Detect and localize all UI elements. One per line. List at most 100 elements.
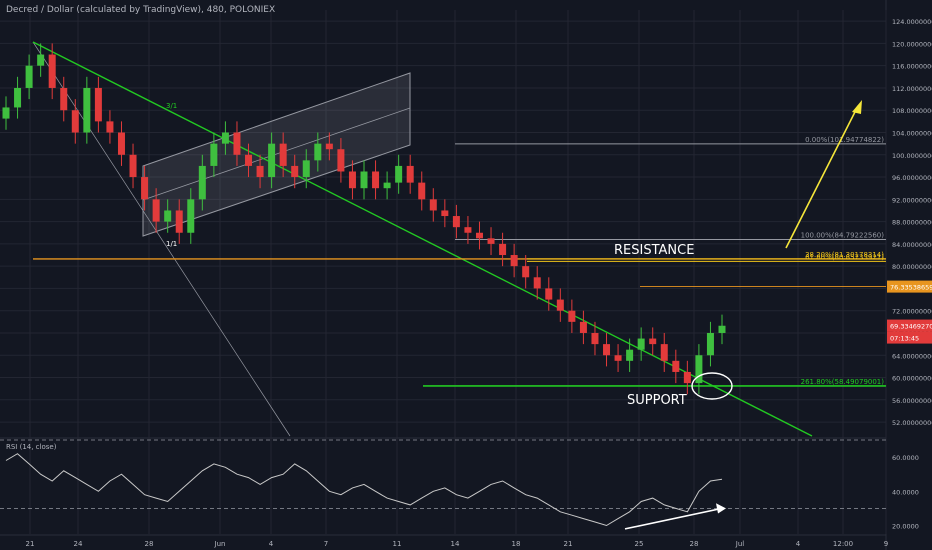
candle-body [14, 87, 22, 108]
price-tick-label: 52.00000000 [892, 419, 932, 427]
candle-body [302, 160, 310, 178]
candle-body [718, 325, 726, 333]
candle-body [372, 171, 380, 189]
candle-body [614, 355, 622, 361]
time-tick-label: 25 [635, 540, 644, 548]
support-circle [691, 372, 733, 400]
countdown-tag-box [887, 331, 932, 344]
price-tag-76-box [887, 280, 932, 293]
resistance-label: RESISTANCE [614, 243, 694, 258]
candle-body [83, 87, 91, 133]
time-tick-label: 7 [324, 540, 328, 548]
time-tick-label: 9 [884, 540, 888, 548]
candle-body [164, 210, 172, 222]
time-tick-label: 21 [26, 540, 35, 548]
candle-body [649, 338, 657, 345]
candle-body [695, 355, 703, 384]
candle-body [25, 65, 33, 88]
candle-body [2, 107, 10, 119]
fib-level-label: 100.00%(84.79222560) [801, 231, 885, 239]
price-tick-label: 64.00000000 [892, 352, 932, 360]
fib-level-label: 0.00%(101.94774822) [805, 136, 884, 144]
price-tick-label: 88.00000000 [892, 219, 932, 227]
candle-body [245, 154, 253, 166]
price-tick-label: 72.00000000 [892, 308, 932, 316]
candle-body [418, 182, 426, 200]
candle-body [464, 227, 472, 233]
price-tick-label: 96.00000000 [892, 174, 932, 182]
price-tick-label: 124.00000000 [892, 18, 932, 26]
candle-body [198, 165, 206, 200]
rsi-tick-label: 60.0000 [892, 454, 919, 462]
gann-line [32, 41, 291, 437]
candle-body [279, 143, 287, 166]
candle-body [187, 199, 195, 233]
candle-body [522, 266, 530, 278]
time-tick-label: 24 [74, 540, 83, 548]
candle-body [348, 171, 356, 189]
price-tag-76: 76.33538659 [890, 284, 932, 292]
time-tick-label: 4 [796, 540, 801, 548]
candle-body [626, 349, 634, 361]
candle-body [291, 165, 299, 178]
candle-body [37, 54, 45, 66]
time-tick-label: 21 [564, 540, 573, 548]
candle-body [325, 143, 333, 150]
projection-arrow [785, 105, 859, 249]
candle-body [452, 216, 460, 228]
price-tick-label: 84.00000000 [892, 241, 932, 249]
candle-body [71, 110, 79, 133]
fib-level-label: 61.80%(80.85733921) [805, 253, 884, 261]
time-tick-label: 28 [145, 540, 154, 548]
candle-body [545, 288, 553, 300]
rsi-divergence-arrow [624, 507, 723, 530]
candle-body [395, 165, 403, 183]
candle-body [337, 149, 345, 172]
candle-body [129, 154, 137, 178]
candle-body [117, 132, 125, 155]
candle-body [141, 177, 149, 200]
candle-body [591, 332, 599, 345]
candle-body [383, 182, 391, 189]
support-label: SUPPORT [627, 393, 687, 408]
fib-level-label: 261.80%(58.49079001) [801, 378, 885, 386]
candle-body [268, 143, 276, 178]
price-tick-label: 56.00000000 [892, 397, 932, 405]
candle-body [672, 360, 680, 372]
candle-body [256, 165, 264, 178]
candle-body [94, 87, 102, 122]
candle-body [221, 132, 229, 144]
price-tick-label: 116.00000000 [892, 63, 932, 71]
candle-body [441, 210, 449, 217]
candle-body [603, 344, 611, 356]
time-tick-label: Jul [735, 540, 745, 548]
time-tick-label: 18 [512, 540, 521, 548]
price-tick-label: 108.00000000 [892, 107, 932, 115]
candle-body [175, 210, 183, 233]
price-tick-label: 120.00000000 [892, 40, 932, 48]
candle-body [475, 232, 483, 239]
time-tick-label: 14 [451, 540, 460, 548]
candle-body [510, 255, 518, 267]
time-tick-label: 12:00 [833, 540, 853, 548]
candle-body [48, 54, 56, 88]
candle-body [533, 277, 541, 289]
price-tick-label: 92.00000000 [892, 196, 932, 204]
price-tick-label: 60.00000000 [892, 375, 932, 383]
rsi-tick-label: 20.0000 [892, 522, 919, 530]
candle-body [360, 171, 368, 189]
candle-body [314, 143, 322, 161]
current-price-tag: 69.33469270 [890, 323, 932, 331]
price-tick-label: 80.00000000 [892, 263, 932, 271]
channel-band [142, 72, 411, 237]
candle-body [683, 371, 691, 384]
candle-body [60, 87, 68, 111]
candle-body [152, 199, 160, 222]
time-tick-label: 4 [269, 540, 274, 548]
countdown-tag: 07:13:45 [890, 335, 919, 343]
time-tick-label: 28 [690, 540, 699, 548]
current-price-tag-box [887, 319, 932, 332]
channel-midline [142, 107, 411, 201]
